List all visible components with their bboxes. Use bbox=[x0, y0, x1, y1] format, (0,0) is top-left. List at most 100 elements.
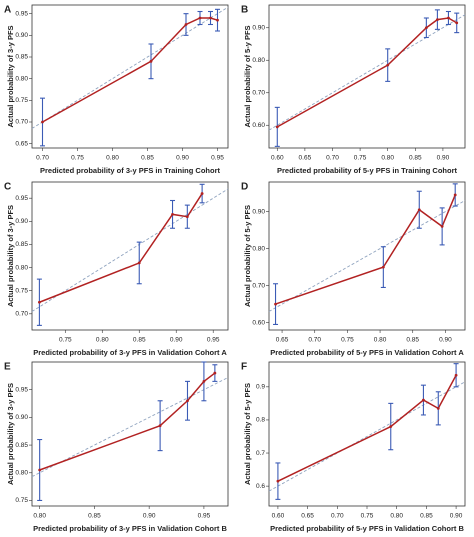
x-tick-label: 0.60 bbox=[271, 155, 284, 162]
panel-label: C bbox=[4, 182, 11, 193]
point bbox=[440, 225, 444, 228]
point bbox=[386, 63, 390, 67]
y-tick-label: 0.90 bbox=[15, 414, 28, 421]
plot-frame bbox=[31, 4, 229, 149]
y-tick-label: 0.80 bbox=[15, 469, 28, 476]
x-tick-label: 0.90 bbox=[450, 513, 463, 520]
point bbox=[184, 23, 188, 26]
x-tick-label: 0.85 bbox=[88, 513, 101, 520]
y-tick-label: 0.90 bbox=[252, 208, 265, 215]
y-tick-label: 0.8 bbox=[256, 417, 265, 424]
y-axis-label: Actual probability of 5-y PFS bbox=[243, 25, 252, 127]
y-tick-label: 0.90 bbox=[252, 24, 265, 31]
y-tick-label: 0.75 bbox=[15, 287, 28, 294]
y-tick-label: 0.80 bbox=[252, 245, 265, 252]
y-tick-label: 0.9 bbox=[256, 384, 265, 391]
reference-diagonal bbox=[31, 188, 229, 312]
panel-label: A bbox=[4, 5, 11, 16]
point bbox=[381, 265, 385, 269]
x-tick-label: 0.80 bbox=[106, 155, 119, 162]
x-axis-label: Predicted probability of 3-y PFS in Trai… bbox=[40, 166, 221, 175]
x-tick-label: 0.80 bbox=[33, 513, 46, 520]
y-axis-label: Actual probability of 5-y PFS bbox=[243, 205, 252, 307]
x-tick-label: 0.85 bbox=[406, 337, 419, 344]
y-tick-label: 0.85 bbox=[15, 241, 28, 248]
calibration-line bbox=[39, 193, 203, 303]
x-tick-label: 0.85 bbox=[420, 513, 433, 520]
x-tick-label: 0.95 bbox=[211, 155, 224, 162]
x-tick-label: 0.90 bbox=[170, 337, 183, 344]
y-tick-label: 0.60 bbox=[252, 319, 265, 326]
point bbox=[200, 192, 204, 195]
x-tick-label: 0.70 bbox=[326, 155, 339, 162]
x-tick-label: 0.60 bbox=[272, 513, 285, 520]
y-axis-label: Actual probability of 3-y PFS bbox=[6, 205, 15, 307]
plot-frame bbox=[31, 361, 229, 507]
x-axis-label: Predicted probability of 5-y PFS in Vali… bbox=[270, 348, 464, 357]
calibration-line bbox=[275, 194, 456, 305]
plot-frame bbox=[268, 4, 466, 149]
x-tick-label: 0.75 bbox=[59, 337, 72, 344]
y-tick-label: 0.95 bbox=[15, 10, 28, 17]
x-tick-label: 0.75 bbox=[361, 513, 374, 520]
y-tick-label: 0.85 bbox=[15, 54, 28, 61]
x-tick-label: 0.80 bbox=[96, 337, 109, 344]
x-tick-label: 0.90 bbox=[143, 513, 156, 520]
point bbox=[276, 479, 280, 483]
y-tick-label: 0.70 bbox=[15, 119, 28, 126]
point bbox=[186, 399, 189, 403]
plot-frame bbox=[268, 181, 466, 331]
x-tick-label: 0.85 bbox=[141, 155, 154, 162]
point bbox=[275, 125, 279, 129]
panel-label: B bbox=[241, 5, 248, 16]
reference-diagonal bbox=[268, 14, 466, 131]
y-tick-label: 0.80 bbox=[15, 75, 28, 82]
point bbox=[422, 398, 425, 402]
x-tick-label: 0.90 bbox=[439, 337, 452, 344]
x-axis-label: Predicted probability of 3-y PFS in Vali… bbox=[33, 524, 227, 533]
y-tick-label: 0.70 bbox=[252, 89, 265, 96]
x-tick-label: 0.90 bbox=[437, 155, 450, 162]
point bbox=[216, 18, 219, 22]
x-tick-label: 0.90 bbox=[176, 155, 189, 162]
x-tick-label: 0.65 bbox=[299, 155, 312, 162]
x-axis-label: Predicted probability of 3-y PFS in Vali… bbox=[33, 348, 227, 357]
point bbox=[149, 59, 153, 63]
panel-label: E bbox=[4, 362, 11, 373]
x-tick-label: 0.75 bbox=[341, 337, 354, 344]
calibration-line bbox=[276, 17, 458, 128]
point bbox=[455, 21, 459, 25]
point bbox=[38, 468, 42, 472]
calibration-line bbox=[277, 374, 457, 482]
y-axis-label: Actual probability of 3-y PFS bbox=[6, 383, 15, 485]
calibration-line bbox=[39, 372, 216, 471]
x-tick-label: 0.80 bbox=[381, 155, 394, 162]
y-tick-label: 0.85 bbox=[15, 442, 28, 449]
y-tick-label: 0.95 bbox=[15, 195, 28, 202]
y-tick-label: 0.70 bbox=[15, 311, 28, 318]
point bbox=[389, 425, 393, 428]
x-tick-label: 0.70 bbox=[36, 155, 49, 162]
plot-frame bbox=[31, 181, 229, 331]
panel-label: F bbox=[241, 362, 247, 373]
x-tick-label: 0.70 bbox=[308, 337, 321, 344]
y-tick-label: 0.90 bbox=[15, 32, 28, 39]
point bbox=[436, 406, 440, 410]
reference-diagonal bbox=[268, 200, 466, 312]
point bbox=[447, 16, 450, 20]
x-tick-label: 0.80 bbox=[390, 513, 403, 520]
y-tick-label: 0.60 bbox=[252, 122, 265, 129]
reference-diagonal bbox=[268, 381, 466, 492]
y-tick-label: 0.70 bbox=[252, 282, 265, 289]
point bbox=[213, 371, 217, 375]
x-axis-label: Predicted probability of 5-y PFS in Trai… bbox=[277, 166, 458, 175]
x-tick-label: 0.65 bbox=[301, 513, 314, 520]
x-tick-label: 0.95 bbox=[207, 337, 220, 344]
point bbox=[41, 120, 44, 124]
point bbox=[417, 208, 421, 212]
y-axis-label: Actual probability of 5-y PFS bbox=[243, 383, 252, 485]
y-tick-label: 0.95 bbox=[15, 386, 28, 393]
point bbox=[209, 16, 212, 20]
panel-label: D bbox=[241, 182, 248, 193]
